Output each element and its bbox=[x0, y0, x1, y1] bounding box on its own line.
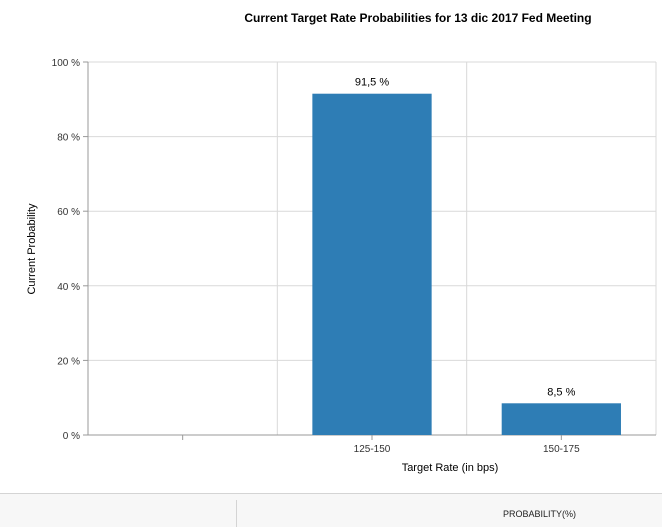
y-tick-label: 60 % bbox=[57, 207, 80, 218]
x-tick-label: 150-175 bbox=[543, 444, 580, 455]
y-axis-label: Current Probability bbox=[26, 203, 38, 295]
table-left-cell bbox=[0, 500, 237, 527]
bar-value-label: 8,5 % bbox=[547, 386, 575, 398]
bar bbox=[312, 93, 432, 435]
y-tick-label: 40 % bbox=[57, 282, 80, 293]
bar-value-label: 91,5 % bbox=[355, 77, 389, 89]
bars: 91,5 % 8,5 % bbox=[312, 77, 621, 435]
data-table-header: PROBABILITY(%) bbox=[0, 493, 662, 527]
y-tick-label: 20 % bbox=[57, 356, 80, 367]
y-tick-label: 100 % bbox=[52, 58, 80, 69]
x-axis-label: Target Rate (in bps) bbox=[402, 462, 499, 474]
x-axis-ticks: 125-150 150-175 bbox=[182, 435, 580, 455]
chart-title: Current Target Rate Probabilities for 13… bbox=[244, 11, 591, 25]
probability-column-header[interactable]: PROBABILITY(%) bbox=[502, 509, 576, 519]
y-tick-label: 0 % bbox=[63, 431, 80, 442]
x-tick-label: 125-150 bbox=[354, 444, 391, 455]
y-tick-label: 80 % bbox=[57, 133, 80, 144]
y-axis-ticks: 0 % 20 % 40 % 60 % 80 % 100 % bbox=[52, 58, 88, 442]
chart: Current Target Rate Probabilities for 13… bbox=[26, 11, 657, 474]
bar bbox=[501, 403, 621, 435]
